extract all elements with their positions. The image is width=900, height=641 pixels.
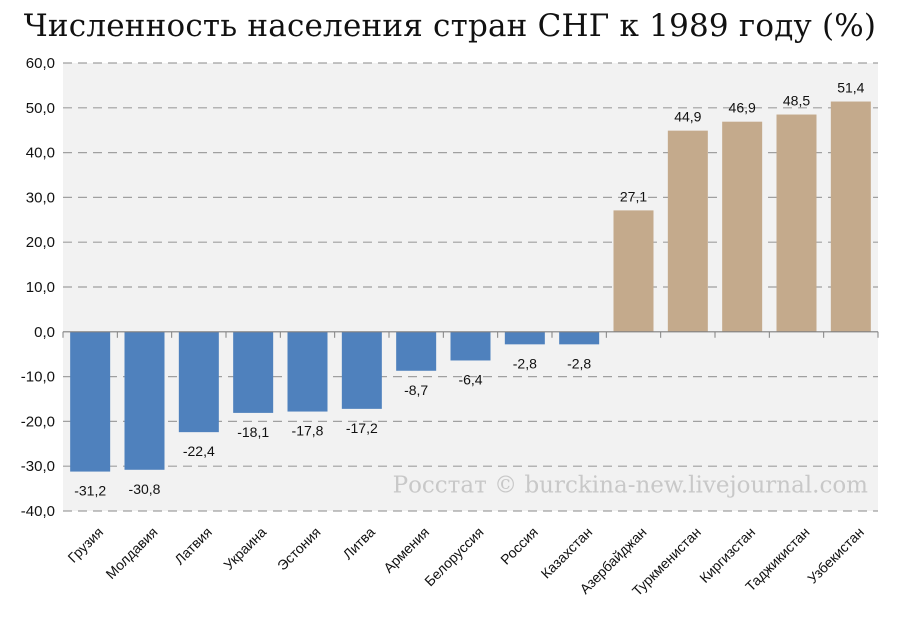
y-tick-label: -40,0: [21, 503, 55, 520]
bar: [124, 331, 165, 470]
data-label: -22,4: [183, 443, 215, 459]
data-label: -31,2: [74, 483, 106, 499]
bar: [287, 331, 328, 412]
data-label: -6,4: [458, 371, 482, 387]
data-label: -17,2: [346, 420, 378, 436]
data-label: -30,8: [129, 481, 161, 497]
bar: [667, 130, 708, 332]
y-tick-label: 50,0: [26, 100, 55, 117]
bars: [62, 101, 879, 472]
bar: [613, 210, 654, 332]
y-tick-label: 0,0: [34, 324, 55, 341]
bar: [559, 331, 600, 345]
data-label: 48,5: [783, 93, 810, 109]
chart-title: Численность населения стран СНГ к 1989 г…: [23, 8, 877, 44]
x-tick-label: Казахстан: [538, 524, 596, 582]
y-tick-label: 10,0: [26, 279, 55, 296]
y-tick-label: 20,0: [26, 234, 55, 251]
x-tick-label: Армения: [380, 524, 432, 576]
bar: [722, 121, 763, 332]
y-tick-label: -20,0: [21, 413, 55, 430]
x-tick-label: Россия: [497, 524, 541, 568]
data-label: 46,9: [729, 100, 756, 116]
y-axis: 60,0 50,0 40,0 30,0 20,0 10,0 0,0 -10,0 -20,0 -30…: [21, 55, 55, 520]
y-tick-label: 60,0: [26, 55, 55, 72]
y-tick-label: -10,0: [21, 369, 55, 386]
x-tick-label: Узбекистан: [804, 524, 867, 587]
y-tick-label: 40,0: [26, 145, 55, 162]
watermark: Росстат © burckina-new.livejournal.com: [393, 473, 869, 499]
x-tick-label: Грузия: [64, 524, 106, 566]
x-tick-label: Белоруссия: [421, 524, 486, 589]
bar: [341, 331, 382, 409]
data-label: -2,8: [513, 355, 537, 371]
bar: [396, 331, 437, 371]
bar: [776, 114, 817, 332]
x-tick-label: Литва: [339, 524, 378, 563]
bar: [70, 331, 111, 472]
data-label: 44,9: [674, 109, 701, 125]
bar: [178, 331, 219, 433]
x-tick-label: Украина: [220, 524, 269, 573]
data-label: -2,8: [567, 355, 591, 371]
data-label: -18,1: [237, 424, 269, 440]
x-tick-label: Эстония: [274, 524, 324, 574]
bar: [450, 331, 491, 361]
bar: [830, 101, 871, 332]
data-label: 27,1: [620, 188, 647, 204]
bar: [504, 331, 545, 345]
data-labels: -31,2 -30,8 -22,4 -18,1 -17,8 -17,2 -8,7 -6,4 -2…: [74, 80, 864, 499]
data-label: -17,8: [292, 423, 324, 439]
data-label: -8,7: [404, 382, 428, 398]
y-tick-label: -30,0: [21, 458, 55, 475]
bar: [233, 331, 274, 413]
y-tick-label: 30,0: [26, 189, 55, 206]
data-label: 51,4: [837, 80, 864, 96]
x-tick-label: Латвия: [171, 524, 215, 568]
x-tick-label: Молдавия: [102, 524, 160, 582]
